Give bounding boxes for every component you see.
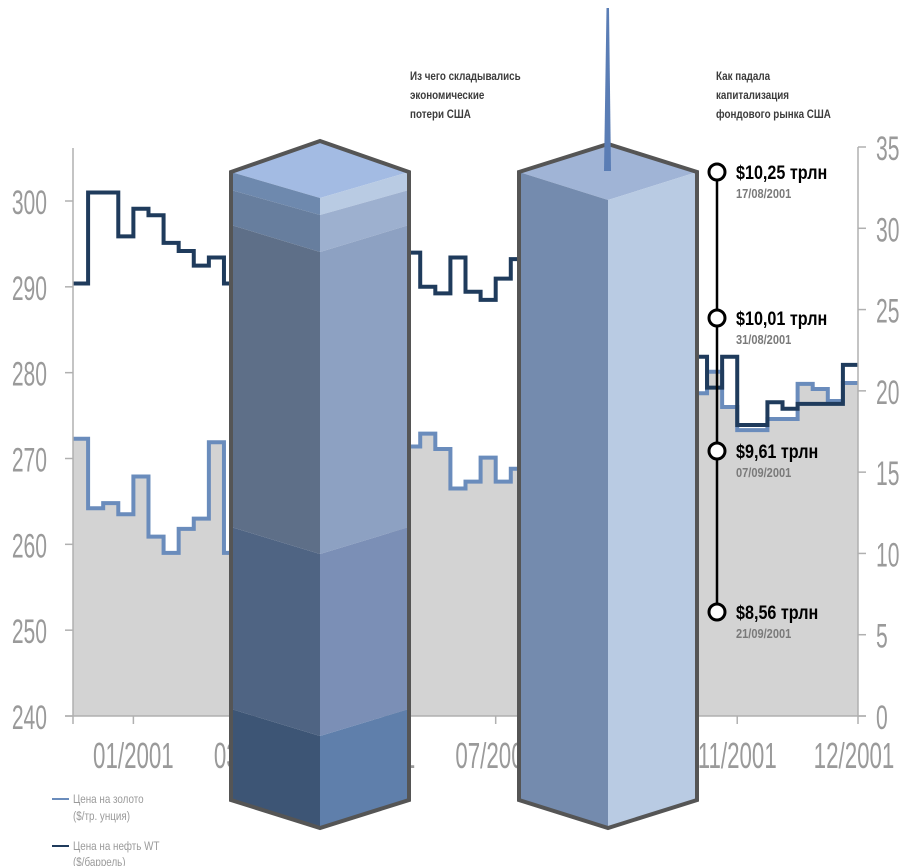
legend-oil-unit: ($/баррель): [73, 856, 126, 866]
gold-price-line: [390, 419, 526, 491]
tower1-roof: [231, 141, 409, 198]
left-axis-tick-label: 270: [12, 440, 47, 478]
gold-area-fill: [390, 421, 526, 716]
losses-note-line1: Из чего складывались: [410, 70, 521, 83]
gold-price-line: [73, 436, 240, 555]
market-cap-value: $10,01 трлн: [736, 308, 827, 330]
x-axis-tick-label: 01/2001: [93, 737, 174, 777]
gold-area: [73, 371, 858, 716]
twin-towers-illustration: [229, 8, 699, 831]
series-lines: [73, 190, 858, 555]
legend-oil-label: Цена на нефть WT: [73, 840, 160, 853]
x-axis-tick-label: 11/2001: [698, 737, 777, 777]
timeline-marker: [707, 602, 727, 622]
oil-price-line: [73, 190, 240, 286]
market-note-line2: капитализация: [716, 89, 789, 102]
timeline-marker: [707, 162, 727, 182]
right-axis-tick-label: 35: [876, 129, 899, 167]
tower1-left-face-segment: [231, 527, 320, 736]
right-axis-tick-label: 5: [876, 616, 888, 654]
tower2-left-face: [519, 172, 608, 828]
tower1-right-face-segment: [320, 709, 409, 828]
left-axis-tick-label: 250: [12, 612, 47, 650]
right-axis-tick-label: 10: [876, 535, 899, 573]
market-cap-timeline: $10,25 трлн 17/08/2001 $10,01 трлн 31/08/20…: [707, 162, 827, 641]
x-axis-tick-label: 12/2001: [814, 737, 895, 777]
timeline-marker: [707, 308, 727, 328]
oil-price-line: [390, 250, 526, 302]
tower1-left-face-segment: [231, 709, 320, 828]
gold-area-fill: [691, 371, 858, 716]
right-axis-tick-label: 15: [876, 454, 899, 492]
market-cap-value: $10,25 трлн: [736, 162, 827, 184]
right-axis-tick-label: 20: [876, 373, 899, 411]
tower1-right-face-segment: [320, 172, 409, 215]
losses-note-line3: потери США: [410, 108, 471, 121]
tower1-outline: [229, 138, 411, 831]
legend: Цена на золото ($/тр. унция) Цена на неф…: [52, 793, 160, 866]
market-cap-date: 31/08/2001: [736, 332, 791, 347]
left-axis-tick-label: 290: [12, 269, 47, 307]
right-axis-tick-label: 0: [876, 698, 888, 736]
left-axis-tick-label: 300: [12, 183, 47, 221]
annotations: Из чего складывались экономические потер…: [410, 70, 831, 121]
market-cap-value: $8,56 трлн: [736, 602, 818, 624]
market-cap-date: 17/08/2001: [736, 186, 791, 201]
losses-note-line2: экономические: [410, 89, 484, 102]
tower1-left-face-segment: [231, 225, 320, 554]
tower1-right-face-segment: [320, 527, 409, 736]
left-axis-tick-label: 260: [12, 526, 47, 564]
tower1-right-face-segment: [320, 190, 409, 252]
left-axis-tick-label: 240: [12, 698, 47, 736]
tower2-antenna: [604, 8, 611, 171]
market-note-line1: Как падала: [716, 70, 771, 83]
legend-gold-label: Цена на золото: [73, 793, 144, 806]
market-cap-date: 07/09/2001: [736, 465, 791, 480]
tower1-left-face-segment: [231, 172, 320, 215]
market-cap-date: 21/09/2001: [736, 626, 791, 641]
tower1-right-face-segment: [320, 225, 409, 554]
right-axis-tick-label: 30: [876, 210, 899, 248]
gold-area-fill: [73, 438, 240, 716]
oil-price-line: [691, 354, 858, 427]
tower2-right-face: [608, 172, 697, 828]
right-axis-tick-label: 25: [876, 291, 899, 329]
legend-gold-unit: ($/тр. унция): [73, 810, 130, 823]
timeline-marker: [707, 441, 727, 461]
left-axis-tick-label: 280: [12, 354, 47, 392]
tower1-left-face-segment: [231, 190, 320, 252]
market-note-line3: фондового рынка США: [716, 108, 831, 121]
market-cap-value: $9,61 трлн: [736, 441, 818, 463]
